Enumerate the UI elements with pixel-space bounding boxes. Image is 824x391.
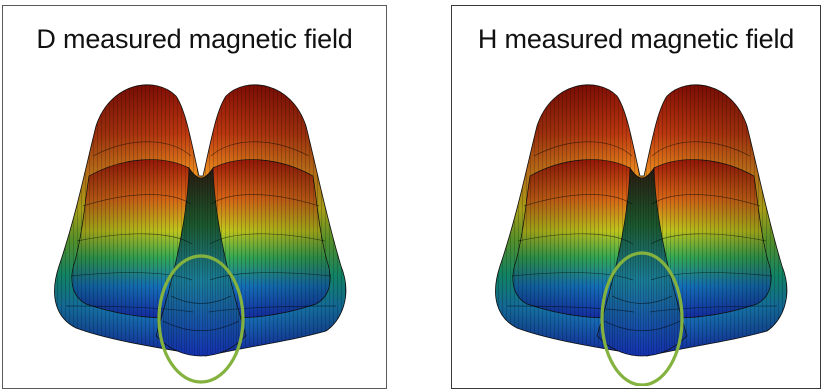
panel-h-field: H measured magnetic field: [451, 5, 821, 389]
highlight-ellipse: [157, 254, 245, 384]
highlight-ellipse: [600, 251, 684, 386]
panel-title: D measured magnetic field: [36, 24, 353, 54]
panel-title: H measured magnetic field: [477, 24, 795, 54]
panel-d-field: D measured magnetic field: [2, 5, 387, 389]
magnetic-field-surface-plot: [54, 84, 347, 384]
magnetic-field-surface-plot: [495, 84, 788, 386]
